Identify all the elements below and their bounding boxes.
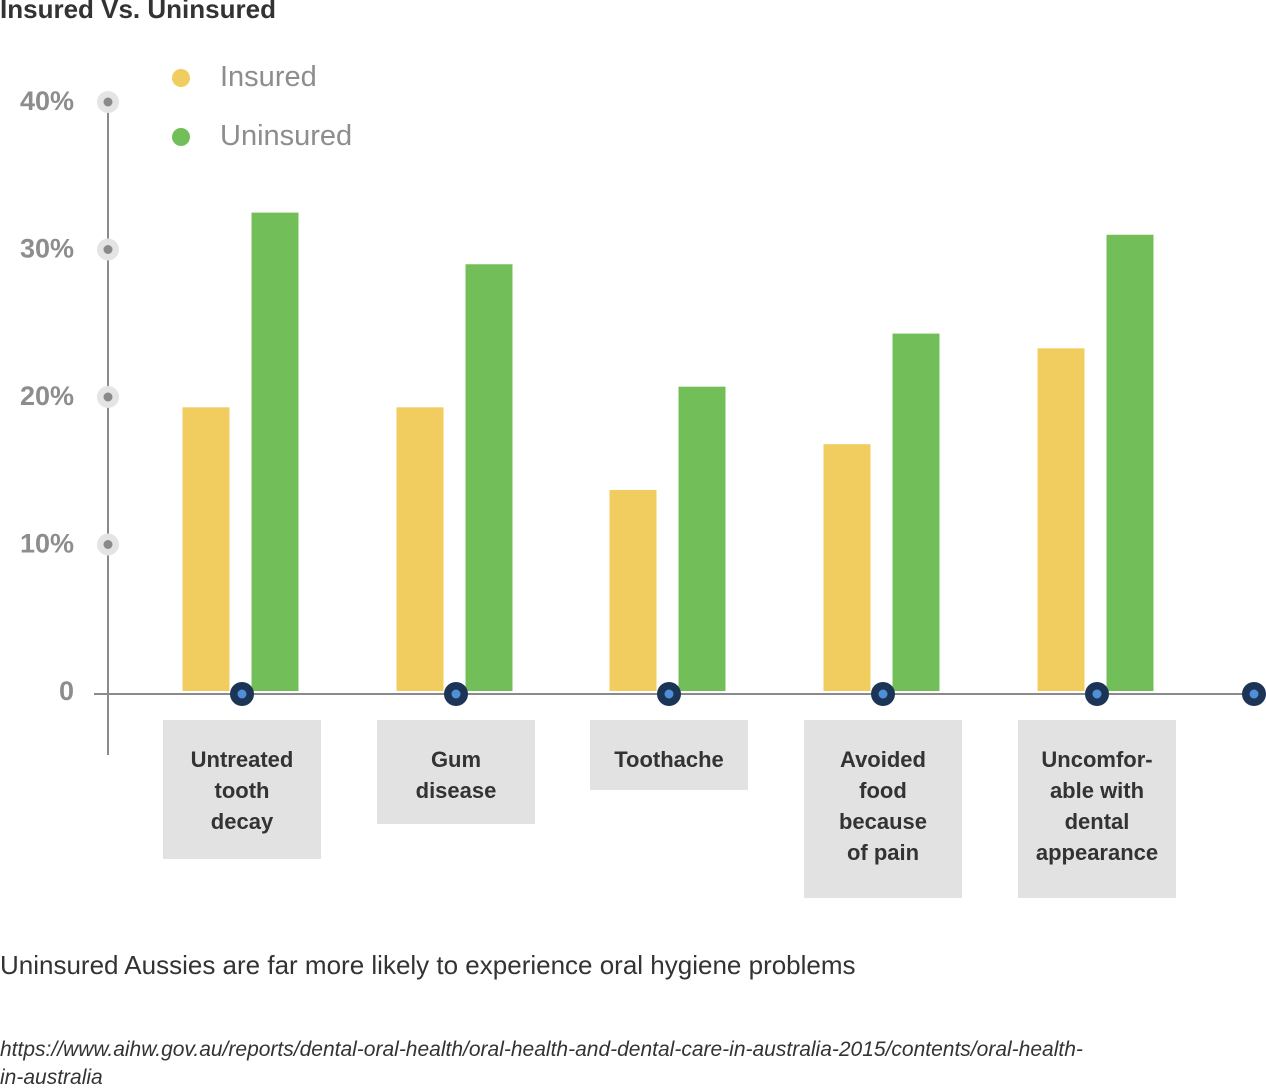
y-tick-marker-inner xyxy=(103,540,113,549)
insured-bar xyxy=(182,407,230,691)
category-label: Uncomfor- able with dental appearance xyxy=(1018,720,1176,898)
x-axis-marker-inner xyxy=(1249,689,1259,699)
x-axis-marker-inner xyxy=(451,689,461,699)
uninsured-bar xyxy=(892,333,940,691)
y-tick-marker-inner xyxy=(103,245,113,254)
legend-label: Uninsured xyxy=(220,120,352,152)
uninsured-bar xyxy=(1106,234,1154,691)
legend-swatch xyxy=(172,128,190,146)
x-axis-marker-inner xyxy=(878,689,888,699)
y-tick-label: 10% xyxy=(20,529,74,559)
y-tick-marker-inner xyxy=(103,392,113,402)
category-label: Untreated tooth decay xyxy=(163,720,321,859)
insured-bar xyxy=(823,444,871,691)
insured-bar xyxy=(396,407,444,691)
chart-caption: Uninsured Aussies are far more likely to… xyxy=(0,950,856,980)
x-axis-marker-inner xyxy=(1092,689,1102,699)
y-tick-label: 0 xyxy=(59,676,74,706)
uninsured-bar xyxy=(251,212,299,691)
x-axis-marker-inner xyxy=(237,689,247,699)
uninsured-bar xyxy=(465,264,513,691)
source-url[interactable]: https://www.aihw.gov.au/reports/dental-o… xyxy=(0,1038,1083,1089)
legend-swatch xyxy=(172,69,190,87)
category-label: Gum disease xyxy=(377,720,535,824)
insured-bar xyxy=(1037,348,1085,691)
category-label: Avoided food because of pain xyxy=(804,720,962,898)
y-tick-label: 30% xyxy=(20,234,74,264)
x-axis-marker-inner xyxy=(664,689,674,699)
category-label: Toothache xyxy=(590,720,748,790)
y-tick-marker-inner xyxy=(103,97,113,107)
y-tick-label: 40% xyxy=(20,86,74,116)
uninsured-bar xyxy=(678,386,726,691)
chart-title: Insured Vs. Uninsured xyxy=(0,0,276,24)
y-tick-label: 20% xyxy=(20,381,74,411)
insured-bar xyxy=(609,489,657,691)
bar-chart: 0 10% 20% 30% 40% Insured Uninsured xyxy=(20,61,1266,755)
legend-label: Insured xyxy=(220,61,317,93)
